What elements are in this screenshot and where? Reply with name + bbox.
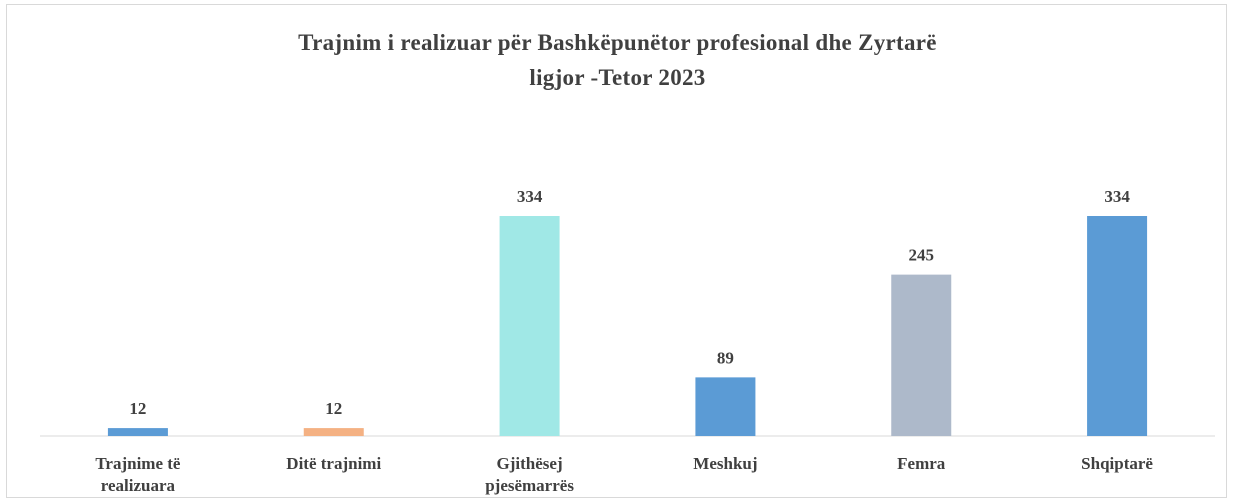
x-tick-label: Trajnime të realizuara <box>95 454 181 495</box>
x-tick-label: Ditë trajnimi <box>286 454 382 473</box>
value-label: 12 <box>129 399 146 418</box>
bar <box>891 274 952 436</box>
bar <box>695 377 756 436</box>
bar <box>1087 216 1148 436</box>
chart-frame <box>6 4 1227 498</box>
x-tick-label: Femra <box>897 454 946 473</box>
bar <box>303 428 364 436</box>
x-tick-label: Meshkuj <box>693 454 758 473</box>
value-label: 12 <box>325 399 342 418</box>
value-label: 89 <box>717 348 734 367</box>
bar <box>499 216 560 436</box>
x-tick-label: Shqiptarë <box>1081 454 1153 473</box>
value-label: 334 <box>1104 187 1130 206</box>
bar <box>107 428 168 436</box>
value-label: 334 <box>517 187 543 206</box>
x-tick-label: Gjithësej pjesëmarrës <box>485 454 574 495</box>
chart-title: ligjor -Tetor 2023 <box>529 65 706 90</box>
value-label: 245 <box>909 246 935 265</box>
chart-title: Trajnim i realizuar për Bashkëpunëtor pr… <box>298 30 937 55</box>
